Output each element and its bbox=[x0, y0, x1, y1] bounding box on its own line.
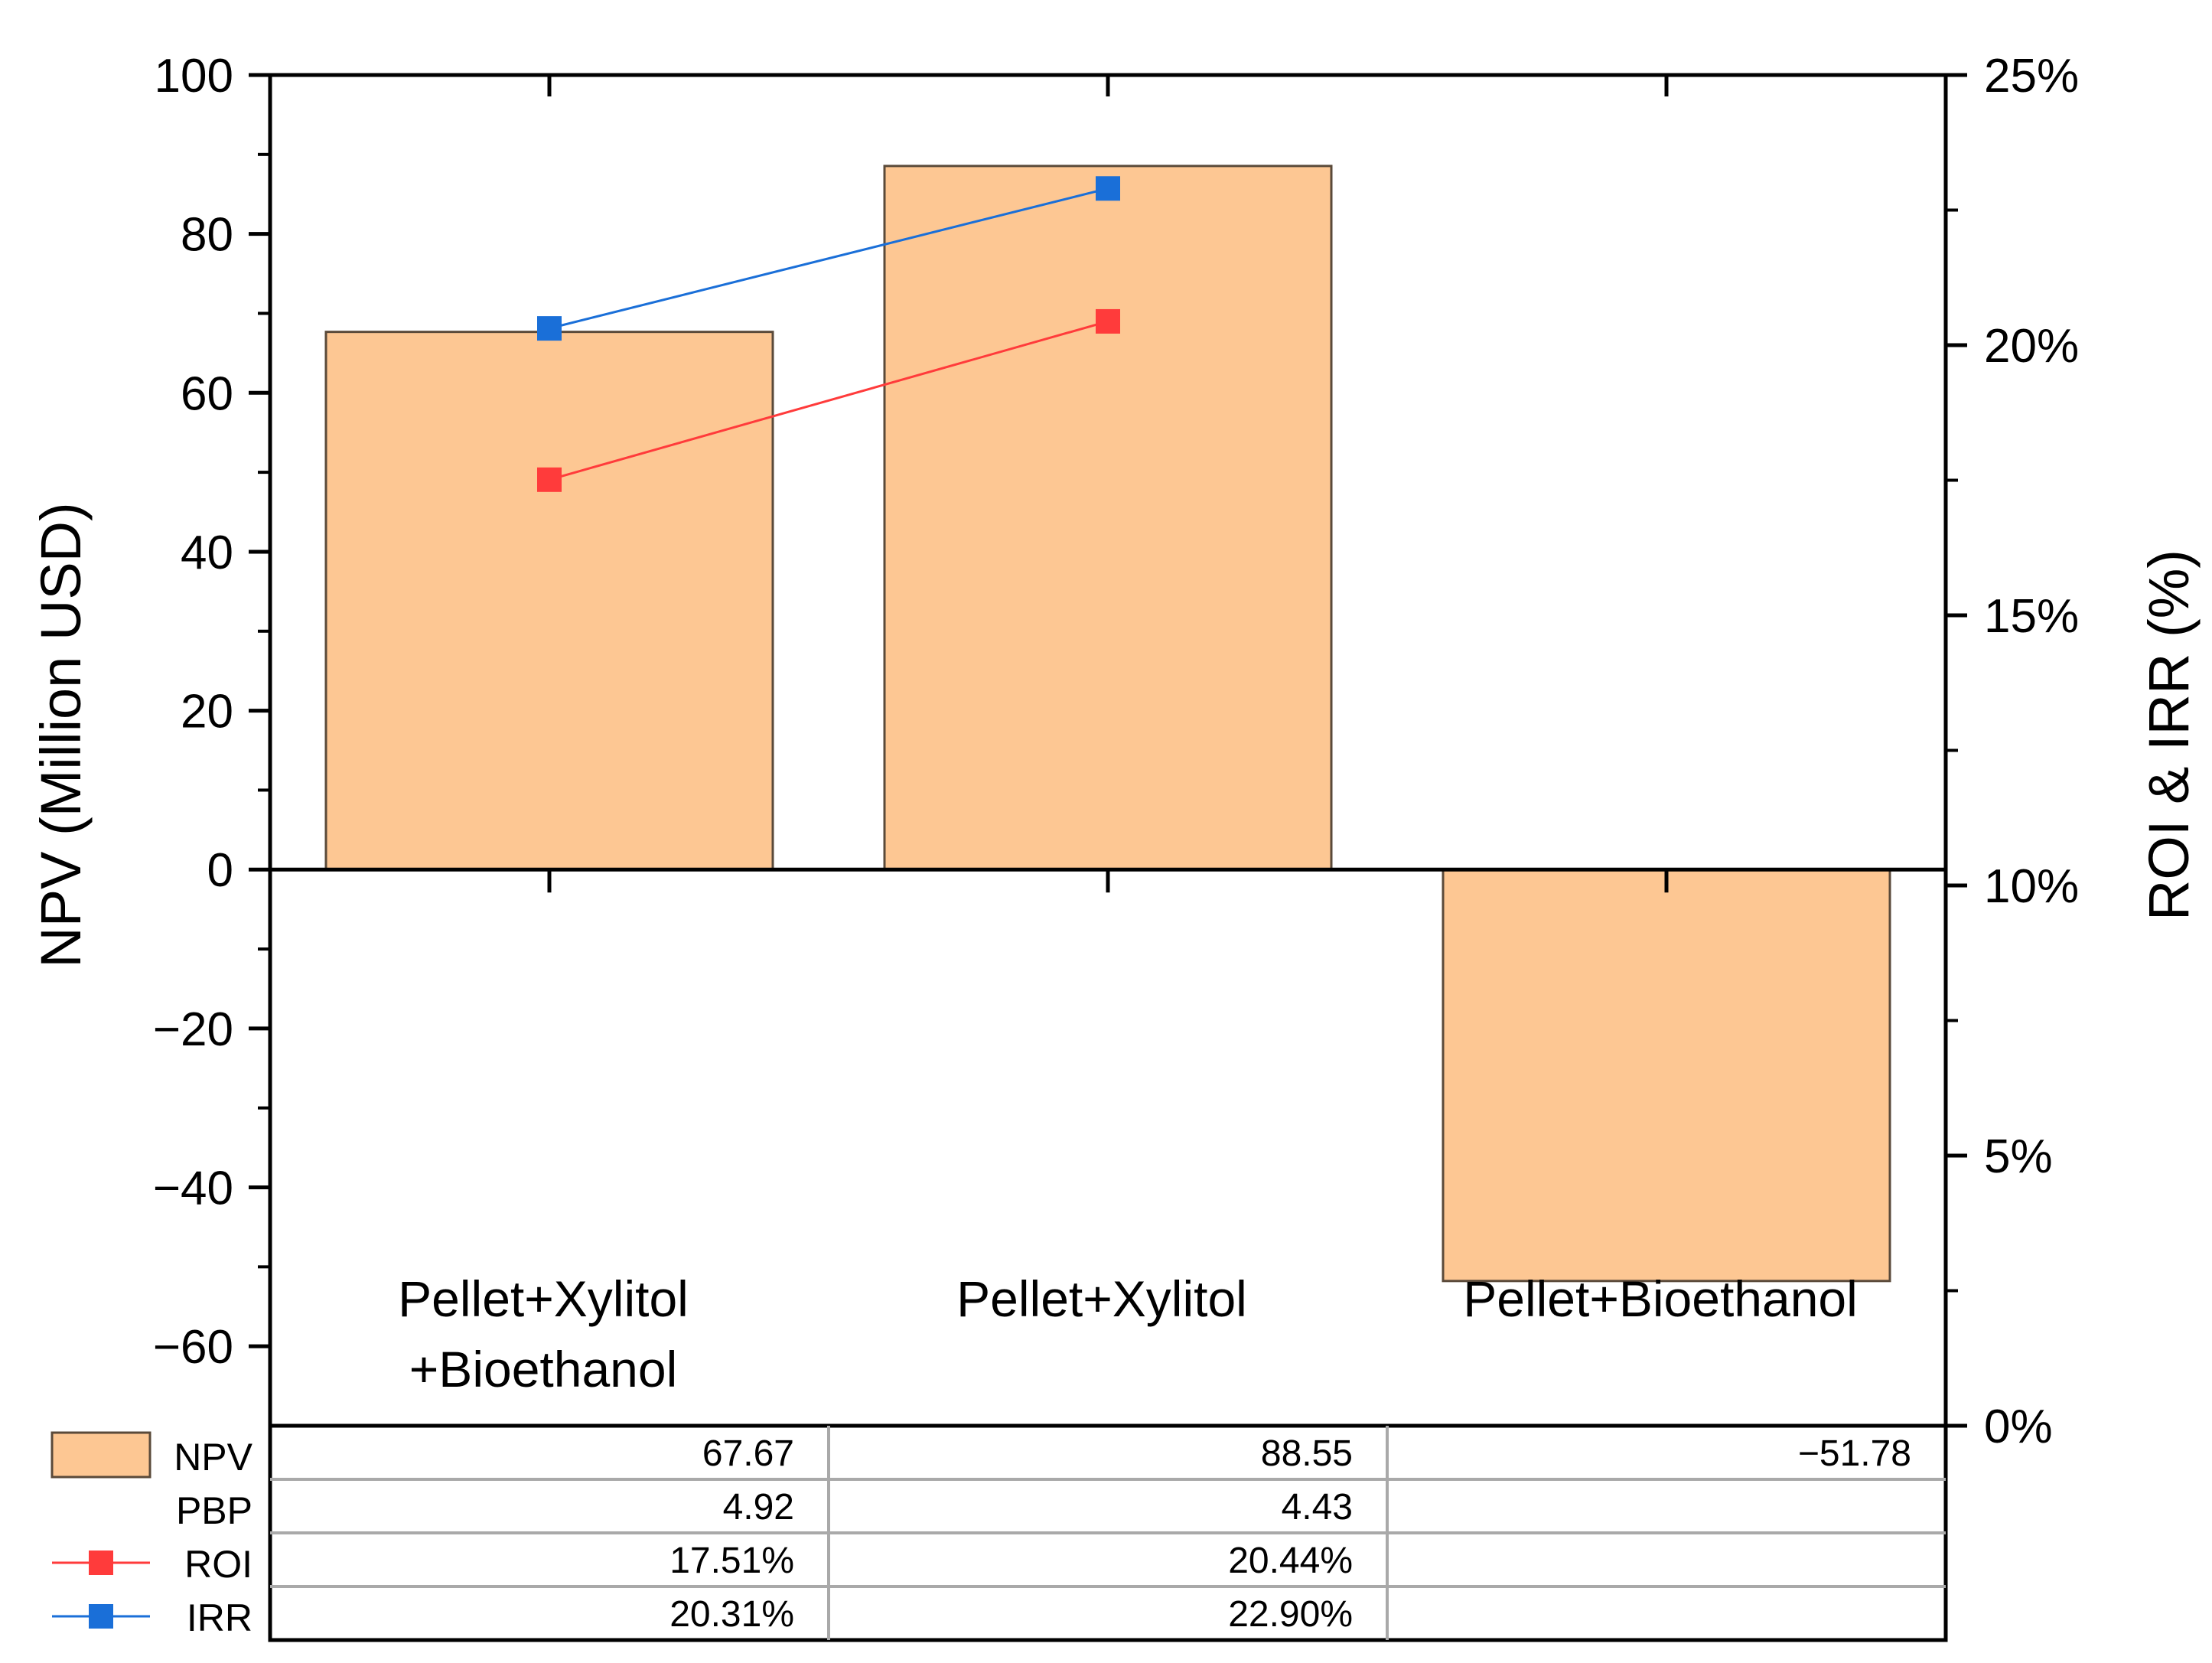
y-tick-label: 60 bbox=[181, 367, 233, 420]
roi-line bbox=[549, 320, 1109, 481]
y-tick-label: −20 bbox=[153, 1003, 233, 1056]
y2-tick-label: 5% bbox=[1984, 1130, 2053, 1183]
legend-marker-irr bbox=[89, 1604, 113, 1629]
irr-line bbox=[549, 187, 1109, 330]
y-axis-title: NPV (Million USD) bbox=[29, 502, 93, 968]
y2-axis-title: ROI & IRR (%) bbox=[2137, 549, 2201, 921]
legend-label-irr: IRR bbox=[187, 1596, 252, 1639]
category-label: +Bioethanol bbox=[409, 1341, 677, 1397]
y2-tick-label: 15% bbox=[1984, 590, 2079, 643]
table-cell: 20.44% bbox=[1228, 1541, 1353, 1581]
y2-tick-label: 10% bbox=[1984, 860, 2079, 913]
table-cell: 4.92 bbox=[723, 1487, 794, 1528]
npv-bar bbox=[883, 165, 1333, 871]
y-tick-label: −60 bbox=[153, 1321, 233, 1374]
y-tick-label: 0 bbox=[207, 844, 233, 897]
roi-point bbox=[1096, 308, 1120, 334]
table-cell: 67.67 bbox=[702, 1433, 794, 1474]
npv-bar bbox=[324, 331, 774, 871]
category-label: Pellet+Xylitol bbox=[398, 1270, 689, 1327]
y-tick-label: 80 bbox=[181, 209, 233, 262]
legend-npv-swatch bbox=[50, 1431, 151, 1479]
y2-tick-label: 0% bbox=[1984, 1401, 2053, 1453]
category-label: Pellet+Xylitol bbox=[956, 1270, 1247, 1327]
table-cell: 4.43 bbox=[1282, 1487, 1353, 1528]
y2-tick-label: 25% bbox=[1984, 50, 2079, 103]
irr-point bbox=[1096, 176, 1120, 201]
y-tick-label: −40 bbox=[153, 1162, 233, 1215]
legend-label-roi: ROI bbox=[184, 1543, 252, 1586]
y-tick-label: 40 bbox=[181, 527, 233, 579]
roi-point bbox=[537, 467, 562, 492]
table-cell: 20.31% bbox=[669, 1594, 794, 1635]
y-tick-label: 100 bbox=[155, 50, 233, 103]
table-cell: 17.51% bbox=[669, 1541, 794, 1581]
table-cell: 88.55 bbox=[1261, 1433, 1353, 1474]
table-cell: −51.78 bbox=[1798, 1433, 1911, 1474]
legend-label-pbp: PBP bbox=[176, 1489, 252, 1532]
legend-marker-roi bbox=[89, 1551, 113, 1575]
legend-label-npv: NPV bbox=[174, 1436, 252, 1479]
table-cell: 22.90% bbox=[1228, 1594, 1353, 1635]
category-label: Pellet+Bioethanol bbox=[1463, 1270, 1858, 1327]
irr-point bbox=[537, 316, 562, 341]
y2-tick-label: 20% bbox=[1984, 320, 2079, 373]
npv-bar bbox=[1442, 868, 1891, 1283]
y-tick-label: 20 bbox=[181, 686, 233, 739]
